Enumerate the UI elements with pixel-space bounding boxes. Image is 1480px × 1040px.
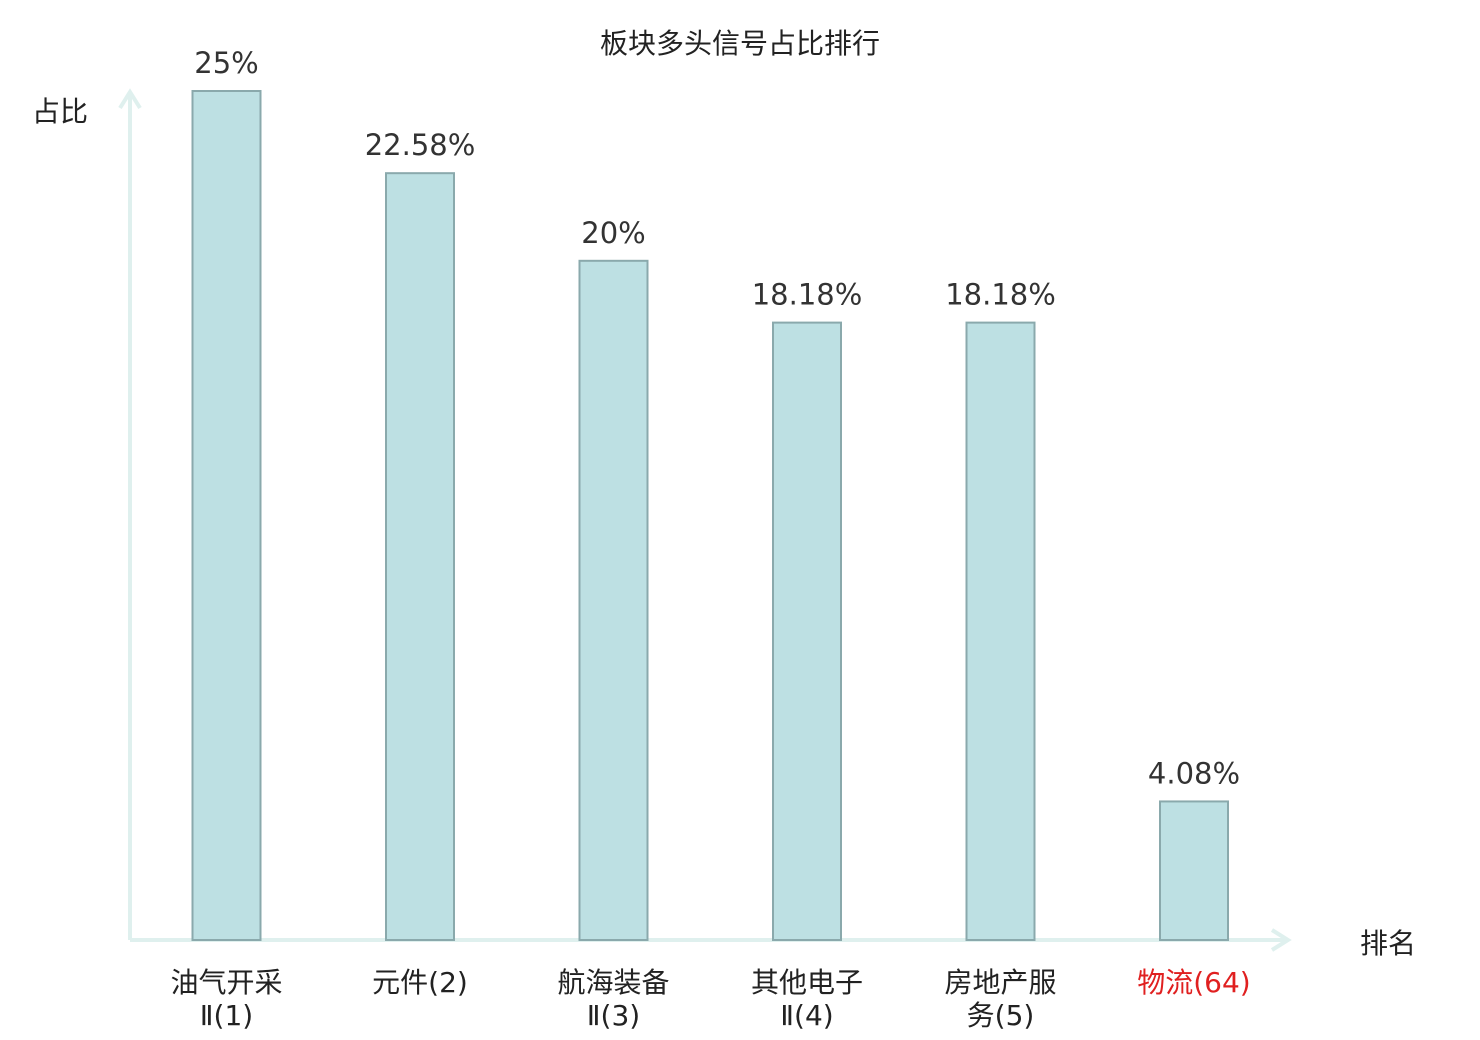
y-axis-arrow: [118, 88, 142, 110]
bar-2: [385, 172, 455, 941]
bars-layer: [191, 90, 1229, 942]
category-label-2: 元件(2): [340, 966, 500, 999]
bar-4: [772, 321, 842, 942]
bar-3: [578, 259, 649, 941]
bar-6: [1159, 800, 1229, 941]
category-label-line: Ⅱ(3): [586, 999, 641, 1032]
category-label-line: 物流(64): [1137, 966, 1251, 999]
value-label-1: 25%: [194, 46, 258, 80]
category-label-line: Ⅱ(4): [780, 999, 834, 1032]
x-axis-arrow: [1270, 928, 1292, 952]
bar-5: [965, 321, 1036, 942]
value-labels-layer: 25% 22.58% 20% 18.18% 18.18% 4.08%: [194, 46, 1240, 790]
value-label-4: 18.18%: [752, 278, 863, 312]
bar-1: [191, 90, 262, 941]
category-label-line: Ⅱ(1): [199, 999, 254, 1032]
category-label-3: 航海装备 Ⅱ(3): [534, 966, 694, 1032]
category-label-1: 油气开采 Ⅱ(1): [147, 966, 307, 1032]
value-label-2: 22.58%: [365, 128, 476, 162]
category-label-line: 务(5): [966, 999, 1035, 1032]
category-label-4: 其他电子 Ⅱ(4): [727, 966, 887, 1032]
chart-title: 板块多头信号占比排行: [599, 27, 880, 60]
category-label-5: 房地产服 务(5): [921, 966, 1081, 1032]
value-label-3: 20%: [581, 216, 645, 250]
category-label-line: 元件(2): [372, 966, 468, 999]
y-axis-label: 占比: [32, 95, 89, 128]
category-label-6: 物流(64): [1114, 966, 1274, 999]
axes: [118, 88, 1292, 952]
x-axis-label: 排名: [1360, 927, 1417, 960]
category-label-line: 油气开采: [170, 966, 283, 999]
value-label-6: 4.08%: [1148, 756, 1240, 790]
category-label-line: 航海装备: [557, 966, 670, 999]
value-label-5: 18.18%: [945, 278, 1056, 312]
category-label-line: 房地产服: [944, 966, 1057, 999]
category-label-line: 其他电子: [750, 966, 863, 999]
